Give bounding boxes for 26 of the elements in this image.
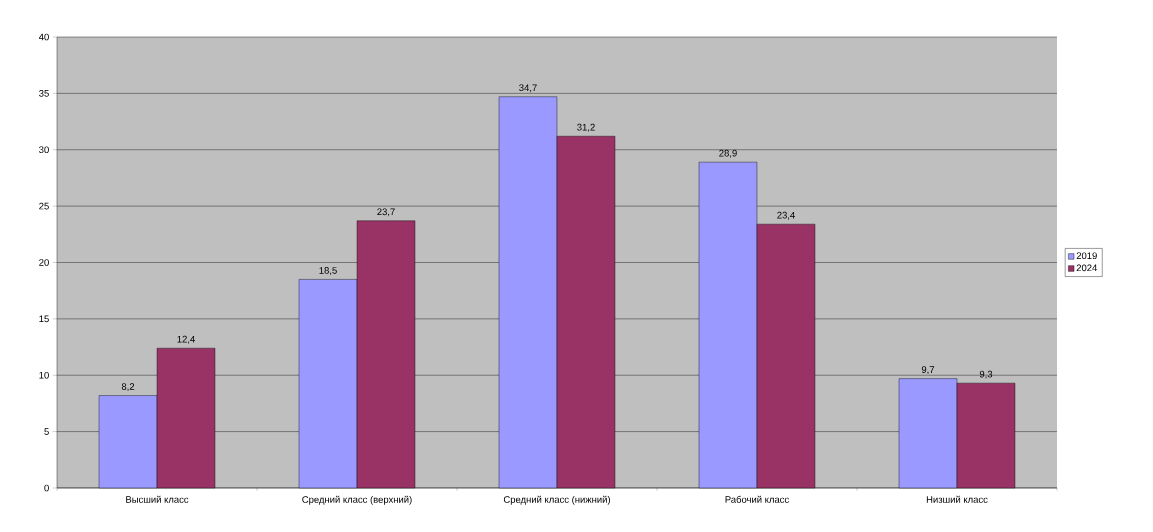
data-label: 9,3 (979, 370, 993, 379)
data-label: 12,4 (177, 335, 195, 344)
x-tick-label: Высший класс (126, 495, 189, 503)
legend-label: 2019 (1076, 252, 1097, 260)
x-tick-label: Низший класс (926, 495, 988, 503)
data-label: 31,2 (577, 123, 595, 132)
y-tick-label: 35 (39, 90, 49, 97)
y-tick-label: 30 (39, 146, 49, 154)
y-tick-label: 10 (39, 371, 49, 379)
data-label: 23,7 (377, 208, 395, 217)
data-label: 8,2 (121, 383, 135, 392)
data-label: 18,5 (319, 267, 337, 275)
y-tick-label: 5 (44, 428, 49, 435)
data-label: 23,4 (777, 211, 795, 220)
data-label: 9,7 (921, 366, 935, 375)
legend-label: 2024 (1076, 264, 1097, 272)
x-tick-label: Средний класс (верхний) (302, 495, 412, 505)
data-label: 28,9 (719, 149, 737, 158)
y-tick-label: 20 (39, 259, 49, 266)
x-tick-label: Рабочий класс (725, 495, 789, 503)
y-tick-label: 15 (39, 315, 49, 323)
y-tick-label: 0 (44, 484, 49, 492)
data-label: 34,7 (519, 84, 537, 93)
y-tick-label: 25 (39, 202, 49, 210)
y-tick-label: 40 (38, 33, 49, 41)
x-tick-label: Средний класс (нижний) (503, 495, 610, 505)
